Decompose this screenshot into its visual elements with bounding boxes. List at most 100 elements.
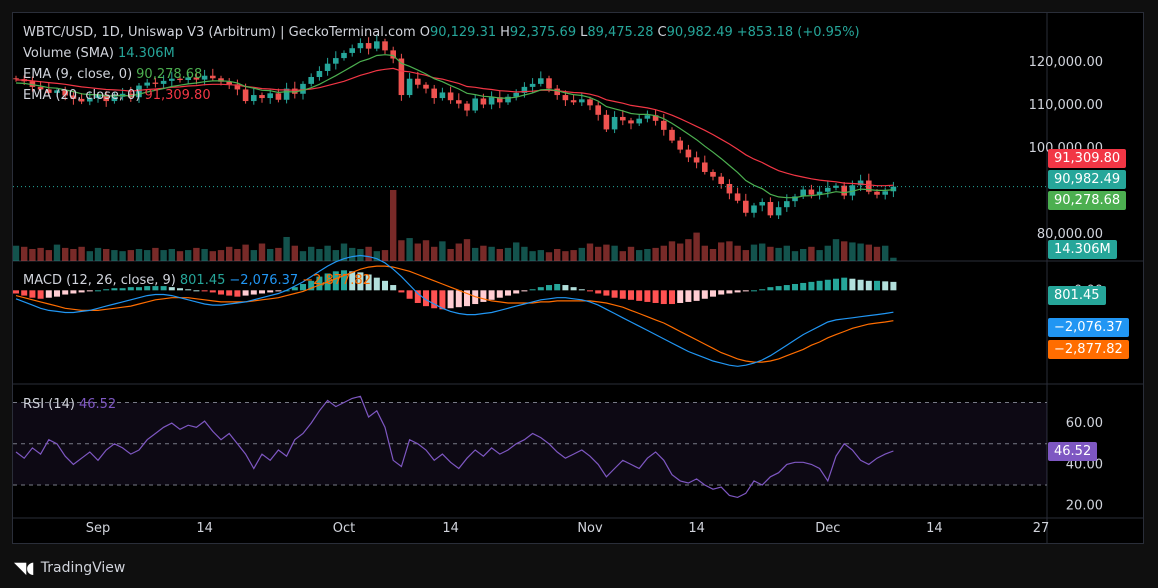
candle bbox=[103, 90, 109, 107]
volume-bar bbox=[808, 246, 815, 261]
volume-bar bbox=[275, 247, 282, 261]
volume-bar bbox=[365, 246, 372, 261]
macd-histogram-bar bbox=[234, 290, 241, 297]
macd-histogram-bar bbox=[742, 290, 749, 292]
ema20-price-badge: 91,309.80 bbox=[1048, 149, 1127, 168]
candle bbox=[439, 87, 446, 101]
volume-bar bbox=[742, 250, 749, 261]
macd-histogram-bar bbox=[693, 290, 700, 301]
candle-body bbox=[365, 43, 372, 49]
candle-body bbox=[324, 63, 331, 71]
macd-histogram-bar bbox=[464, 290, 470, 307]
candle bbox=[316, 66, 323, 81]
volume-bar bbox=[94, 247, 102, 261]
macd-histogram-bar bbox=[751, 290, 757, 292]
candle bbox=[308, 73, 314, 87]
tradingview-logo[interactable]: ◥◖ TradingView bbox=[14, 558, 125, 577]
ema9-line bbox=[15, 54, 894, 199]
volume-bar bbox=[242, 244, 249, 261]
volume-bar bbox=[21, 246, 28, 261]
candle bbox=[46, 82, 52, 96]
candle bbox=[800, 185, 806, 200]
candle-body bbox=[759, 202, 765, 206]
volume-bar bbox=[693, 232, 700, 261]
candle-body bbox=[833, 185, 839, 188]
chart-frame: 80,000.00100,000.00110,000.00120,000.000… bbox=[12, 12, 1144, 544]
volume-bar bbox=[750, 244, 758, 261]
candle bbox=[177, 76, 183, 83]
candle bbox=[718, 173, 724, 189]
ema20-value: 91,309.80 bbox=[144, 88, 211, 103]
volume-bar bbox=[701, 245, 708, 261]
macd-histogram-bar bbox=[562, 285, 569, 291]
volume-bar bbox=[660, 245, 667, 261]
volume-bar bbox=[86, 251, 93, 261]
candle bbox=[661, 113, 667, 136]
volume-bar bbox=[13, 245, 20, 261]
macd-histogram-bar bbox=[685, 290, 692, 302]
macd-histogram-bar bbox=[455, 290, 462, 308]
candle bbox=[595, 101, 601, 121]
time-axis-tick-label: 14 bbox=[196, 521, 213, 536]
macd-histogram-bar bbox=[849, 278, 856, 291]
candle bbox=[866, 173, 872, 195]
macd-histogram-bar bbox=[595, 290, 602, 294]
candle bbox=[677, 136, 683, 154]
candle-body bbox=[144, 82, 150, 86]
macd-histogram-bar bbox=[792, 283, 798, 291]
candle bbox=[570, 94, 577, 105]
candle-body bbox=[497, 97, 503, 103]
macd-histogram-bar bbox=[537, 287, 544, 291]
macd-histogram-bar bbox=[414, 290, 421, 303]
candle-body bbox=[423, 84, 429, 89]
chart-canvas[interactable]: 80,000.00100,000.00110,000.00120,000.000… bbox=[13, 13, 1144, 544]
volume-legend: Volume (SMA) 14.306M bbox=[23, 46, 179, 62]
macd-signal-line bbox=[15, 265, 894, 363]
candle-body bbox=[390, 50, 396, 59]
volume-bar bbox=[53, 244, 61, 261]
volume-bar bbox=[45, 250, 52, 261]
candle-body bbox=[300, 83, 306, 94]
candle bbox=[488, 91, 495, 110]
volume-bar bbox=[857, 243, 864, 261]
time-axis-tick-label: 14 bbox=[442, 521, 459, 536]
volume-bar bbox=[176, 251, 184, 261]
price-axis-tick-label: 80,000.00 bbox=[1037, 227, 1103, 242]
candle-body bbox=[808, 189, 815, 195]
candle-body bbox=[636, 118, 642, 124]
candle bbox=[775, 201, 782, 219]
macd-histogram-bar bbox=[160, 286, 167, 291]
volume-bar bbox=[595, 246, 602, 261]
candle-body bbox=[87, 98, 93, 102]
candle bbox=[62, 86, 68, 101]
volume-bar bbox=[144, 250, 151, 261]
candle bbox=[283, 82, 290, 104]
candle-body bbox=[226, 81, 232, 85]
candle bbox=[833, 183, 839, 191]
candle-body bbox=[283, 88, 290, 100]
candle-body bbox=[513, 92, 519, 97]
macd-histogram-bar bbox=[701, 290, 708, 299]
candle bbox=[710, 169, 716, 181]
macd-histogram-bar bbox=[37, 290, 44, 299]
volume-bar bbox=[390, 190, 397, 261]
volume-bar bbox=[767, 246, 774, 261]
macd-histogram-bar bbox=[824, 279, 831, 291]
candle-body bbox=[13, 78, 19, 80]
candle-body bbox=[95, 94, 101, 99]
volume-bar bbox=[250, 250, 257, 261]
macd-histogram-bar bbox=[152, 286, 159, 291]
ema9-legend: EMA (9, close, 0) 90,278.68 bbox=[23, 67, 206, 83]
macd-histogram-bar bbox=[726, 290, 733, 294]
macd-signal-value: −2,877.82 bbox=[302, 273, 371, 288]
candle-body bbox=[677, 140, 683, 150]
candle-body bbox=[160, 80, 167, 84]
macd-histogram-bar bbox=[201, 290, 208, 292]
rsi-line bbox=[15, 395, 894, 499]
candle bbox=[603, 110, 610, 132]
candle-body bbox=[210, 75, 216, 79]
candle bbox=[734, 187, 741, 204]
rsi-label: RSI (14) bbox=[23, 397, 75, 412]
volume-bar bbox=[70, 248, 77, 261]
volume-bar bbox=[127, 250, 134, 261]
